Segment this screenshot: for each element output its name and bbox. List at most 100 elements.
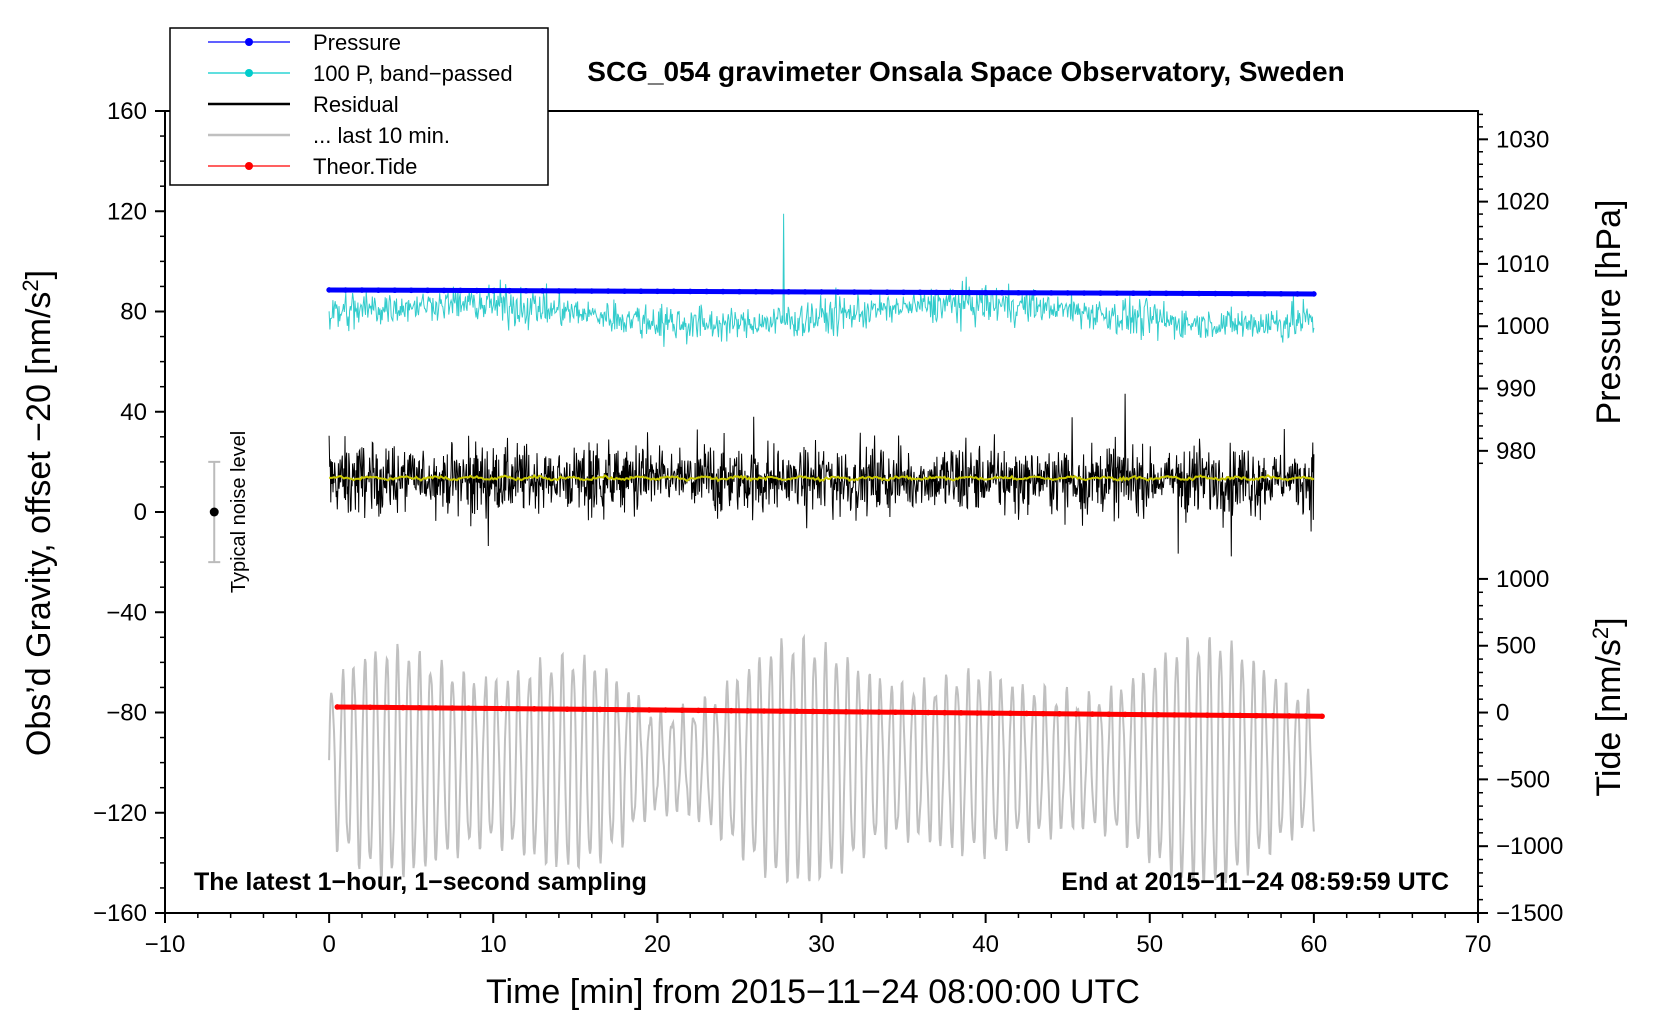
tide-point: [1007, 710, 1014, 717]
pressure-tick-label: 1020: [1496, 189, 1549, 216]
pressure-point: [933, 289, 940, 296]
tide-point: [662, 707, 669, 713]
tide-point: [941, 709, 948, 716]
tide-point: [712, 707, 718, 714]
pressure-point: [1229, 290, 1235, 297]
tide-point: [465, 705, 472, 712]
y-axis-title-tide-text: Tide [nm/s: [1590, 639, 1628, 796]
y-axis-title-pressure: Pressure [hPa]: [1590, 200, 1628, 425]
tide-point: [383, 704, 390, 711]
tide-point: [826, 708, 833, 715]
x-tick-label: −10: [145, 931, 186, 958]
chart-title: SCG_054 gravimeter Onsala Space Observat…: [587, 56, 1344, 87]
tide-point: [1187, 712, 1194, 718]
legend-label: 100 P, band−passed: [313, 61, 513, 86]
annotation-right: End at 2015−11−24 08:59:59 UTC: [1061, 868, 1449, 896]
tide-point: [1155, 711, 1161, 718]
y-tick-label: −160: [93, 900, 147, 927]
y-tick-label: 120: [107, 198, 147, 225]
tide-point: [794, 708, 800, 715]
y-axis-title-main-end: ]: [20, 270, 58, 279]
pressure-point: [342, 287, 349, 293]
tide-point: [925, 709, 931, 716]
pressure-point: [1146, 290, 1153, 297]
legend: Pressure 100 P, band−passed Residual ... la…: [169, 27, 549, 186]
tide-point: [1220, 712, 1227, 719]
pressure-tick-label: 980: [1496, 438, 1536, 465]
pressure-point: [326, 287, 332, 293]
pressure-point: [408, 287, 414, 294]
tide-point: [400, 704, 406, 711]
pressure-point: [1163, 290, 1169, 297]
tide-point: [629, 706, 636, 713]
pressure-point: [1048, 290, 1055, 296]
pressure-point: [1064, 290, 1071, 296]
tide-point: [367, 704, 373, 711]
pressure-point: [588, 288, 595, 294]
tide-point: [908, 709, 915, 716]
pressure-point: [1179, 290, 1186, 297]
tide-point: [580, 706, 587, 713]
legend-label: Residual: [313, 92, 399, 117]
tide-point: [974, 710, 981, 716]
y-axis-title-tide-end: ]: [1590, 617, 1628, 626]
x-tick-label: 10: [480, 931, 507, 958]
pressure-point: [457, 287, 464, 294]
x-tick-label: 30: [808, 931, 835, 958]
tide-point: [859, 709, 866, 715]
tide-point: [1040, 710, 1046, 717]
tide-point: [531, 706, 538, 712]
text-layer: SCG_054 gravimeter Onsala Space Observat…: [18, 56, 1628, 1011]
pressure-point: [375, 287, 382, 293]
tide-tick-label: −1500: [1496, 900, 1563, 927]
pressure-point: [441, 287, 447, 294]
tide-point: [1253, 712, 1260, 719]
y-tick-label: 160: [107, 98, 147, 125]
tide-point: [1270, 712, 1276, 719]
pressure-point: [359, 287, 365, 293]
tide-point: [547, 706, 554, 712]
y-tick-label: 0: [134, 499, 147, 526]
tide-point: [1286, 713, 1293, 719]
legend-label: Theor.Tide: [313, 154, 417, 179]
tide-point: [449, 705, 456, 711]
tide-tick-label: 1000: [1496, 566, 1549, 593]
tide-point: [350, 704, 357, 710]
pressure-point: [605, 288, 611, 294]
pressure-point: [736, 288, 743, 295]
pressure-point: [556, 288, 562, 294]
pressure-point: [1311, 291, 1317, 297]
pressure-tick-label: 1000: [1496, 313, 1549, 340]
tide-point: [597, 706, 603, 713]
axes-layer: −10 0 10 20 30 40 50 60 7016012080400−40−80−120−…: [93, 98, 1563, 958]
y-axis-title-main-text: Obs’d Gravity, offset −20 [nm/s: [20, 292, 58, 757]
pressure-point: [687, 288, 693, 295]
y-tick-label: −40: [106, 599, 147, 626]
noise-level-indicator: Typical noise level: [208, 431, 250, 593]
tide-point: [1105, 711, 1112, 718]
pressure-point: [982, 289, 989, 296]
tide-point: [679, 707, 685, 714]
pressure-point: [1196, 290, 1202, 297]
pressure-point: [654, 288, 661, 295]
pressure-point: [490, 287, 497, 294]
x-axis-title: Time [min] from 2015−11−24 08:00:00 UTC: [486, 973, 1140, 1011]
pressure-point: [474, 287, 480, 294]
tide-tick-label: 500: [1496, 633, 1536, 660]
pressure-point: [539, 288, 546, 294]
pressure-point: [999, 289, 1005, 296]
pressure-point: [638, 288, 644, 295]
tide-point: [695, 707, 702, 714]
legend-marker: [245, 69, 253, 77]
tide-point: [1122, 711, 1128, 718]
x-tick-label: 50: [1136, 931, 1163, 958]
x-tick-label: 40: [972, 931, 999, 958]
series-pressure-bandpassed: [328, 213, 1315, 347]
annotation-left: The latest 1−hour, 1−second sampling: [194, 868, 647, 896]
tide-point: [1056, 710, 1063, 717]
tide-point: [876, 709, 882, 715]
pressure-point: [391, 287, 398, 294]
series-pressure-markers: [326, 287, 1317, 297]
legend-box: [169, 27, 549, 186]
tide-point: [613, 706, 620, 713]
